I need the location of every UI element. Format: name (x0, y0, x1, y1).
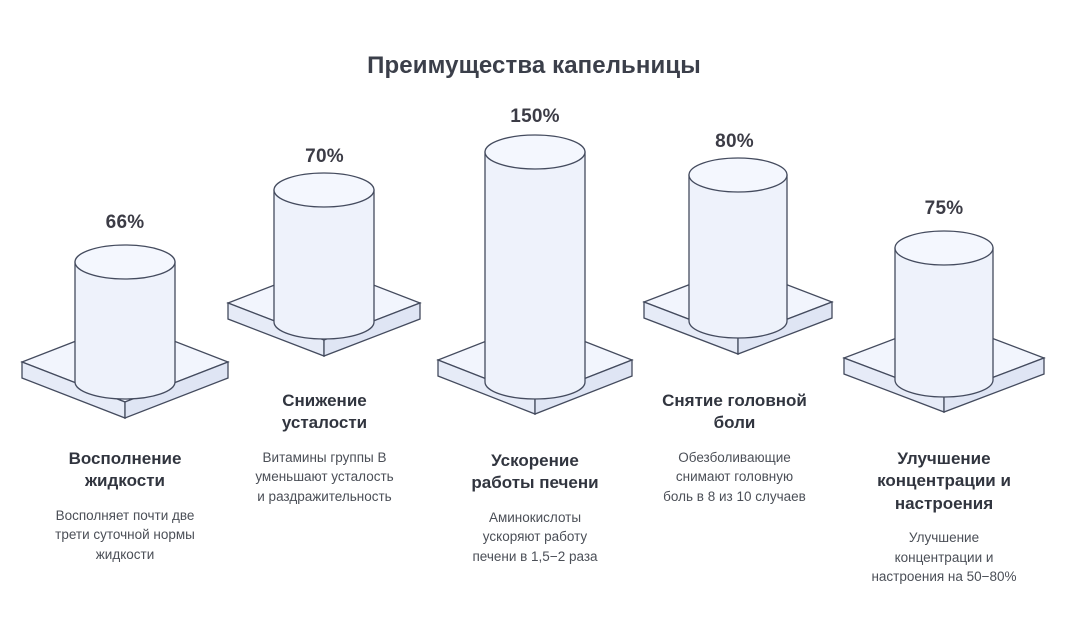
chart-column-2: 70% Снижение усталости Витамины группы B… (222, 0, 427, 644)
column-text-3: Ускорение работы печени Аминокислоты уск… (420, 450, 650, 567)
cylinder-figure-2 (226, 172, 422, 357)
cylinder-figure-3 (436, 134, 634, 415)
cylinder-body-3 (484, 134, 586, 400)
value-label-3: 150% (510, 106, 560, 127)
value-label-1: 66% (105, 212, 145, 233)
column-text-1: Восполнение жидкости Восполняет почти дв… (0, 448, 250, 565)
column-text-5: Улучшение концентрации и настроения Улуч… (836, 448, 1052, 587)
value-label-2: 70% (305, 146, 344, 167)
chart-column-5: 75% Улучшение концентрации и настроения … (836, 0, 1052, 644)
value-label-5: 75% (924, 198, 964, 219)
cylinder-body-4 (688, 157, 788, 339)
column-desc-5: Улучшение концентрации и настроения на 5… (871, 530, 1017, 585)
cylinder-body-5 (894, 230, 994, 398)
page-title: Преимущества капельницы (367, 52, 701, 79)
column-text-4: Снятие головной боли Обезболивающие сним… (632, 390, 837, 507)
column-desc-3: Аминокислоты ускоряют работу печени в 1,… (472, 509, 598, 564)
column-heading-2: Снижение усталости (281, 391, 368, 433)
column-desc-2: Витамины группы B уменьшают усталость и … (255, 449, 394, 504)
column-desc-4: Обезболивающие снимают головную боль в 8… (663, 449, 806, 504)
chart-column-1: 66% Восполнение жидкости Восполняет почт… (0, 0, 250, 644)
cylinder-body-1 (74, 244, 176, 400)
chart-column-3: 150% Ускорение работы печени Аминокислот… (420, 0, 650, 644)
column-heading-5: Улучшение концентрации и настроения (877, 449, 1011, 513)
cylinder-figure-5 (842, 230, 1046, 413)
cylinder-figure-4 (642, 157, 834, 355)
column-desc-1: Восполняет почти две трети суточной норм… (55, 507, 195, 562)
chart-column-4: 80% Снятие головной боли Обезболивающие … (632, 0, 837, 644)
column-heading-3: Ускорение работы печени (471, 451, 599, 493)
value-label-4: 80% (715, 131, 754, 152)
column-text-2: Снижение усталости Витамины группы B уме… (222, 390, 427, 507)
cylinder-body-2 (273, 172, 375, 340)
column-heading-4: Снятие головной боли (662, 391, 807, 433)
cylinder-figure-1 (20, 244, 230, 419)
column-heading-1: Восполнение жидкости (68, 449, 182, 491)
